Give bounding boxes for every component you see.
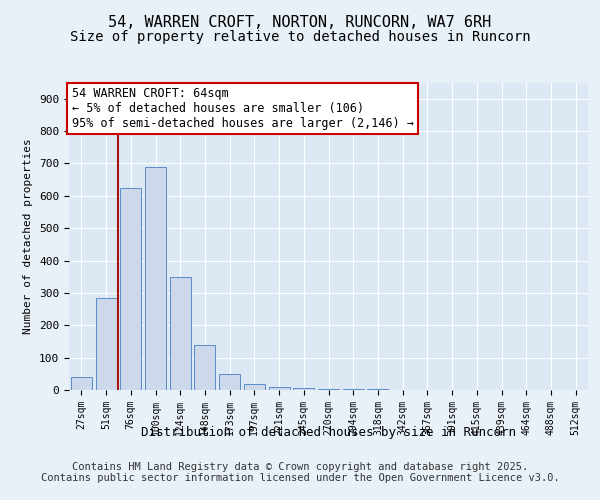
Text: Contains HM Land Registry data © Crown copyright and database right 2025.
Contai: Contains HM Land Registry data © Crown c…: [41, 462, 559, 483]
Bar: [318, 388, 339, 390]
Bar: [219, 374, 240, 390]
Bar: [120, 188, 141, 390]
Text: 54, WARREN CROFT, NORTON, RUNCORN, WA7 6RH: 54, WARREN CROFT, NORTON, RUNCORN, WA7 6…: [109, 15, 491, 30]
Bar: [145, 166, 166, 390]
Bar: [95, 298, 116, 390]
Text: 54 WARREN CROFT: 64sqm
← 5% of detached houses are smaller (106)
95% of semi-det: 54 WARREN CROFT: 64sqm ← 5% of detached …: [71, 87, 413, 130]
Bar: [269, 387, 290, 390]
Bar: [293, 388, 314, 390]
Bar: [170, 276, 191, 390]
Bar: [194, 344, 215, 390]
Y-axis label: Number of detached properties: Number of detached properties: [23, 138, 34, 334]
Text: Distribution of detached houses by size in Runcorn: Distribution of detached houses by size …: [142, 426, 516, 439]
Bar: [244, 384, 265, 390]
Bar: [71, 377, 92, 390]
Text: Size of property relative to detached houses in Runcorn: Size of property relative to detached ho…: [70, 30, 530, 44]
